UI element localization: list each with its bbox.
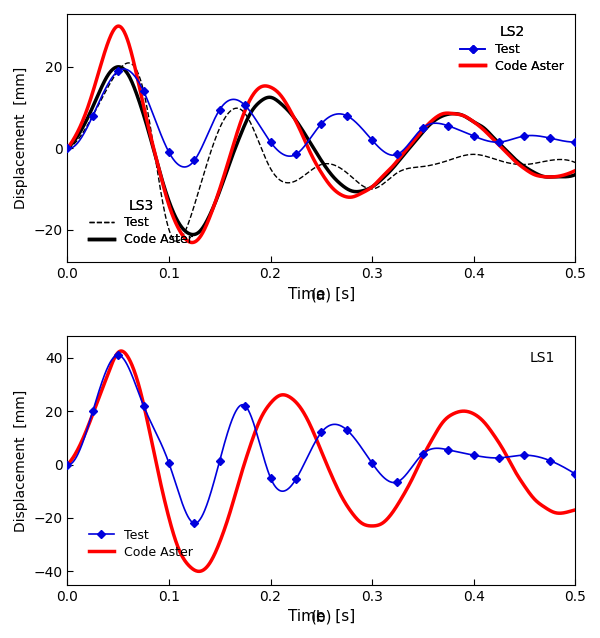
X-axis label: Time  [s]: Time [s] (287, 609, 355, 624)
Y-axis label: Displacement  [mm]: Displacement [mm] (14, 67, 28, 209)
Text: LS1: LS1 (529, 352, 555, 366)
Y-axis label: Displacement  [mm]: Displacement [mm] (14, 389, 28, 531)
X-axis label: Time  [s]: Time [s] (287, 286, 355, 302)
Legend: Test, Code Aster: Test, Code Aster (84, 524, 198, 563)
Legend: Test, Code Aster: Test, Code Aster (84, 193, 198, 251)
Text: (b): (b) (311, 610, 332, 625)
Text: (a): (a) (311, 288, 332, 302)
